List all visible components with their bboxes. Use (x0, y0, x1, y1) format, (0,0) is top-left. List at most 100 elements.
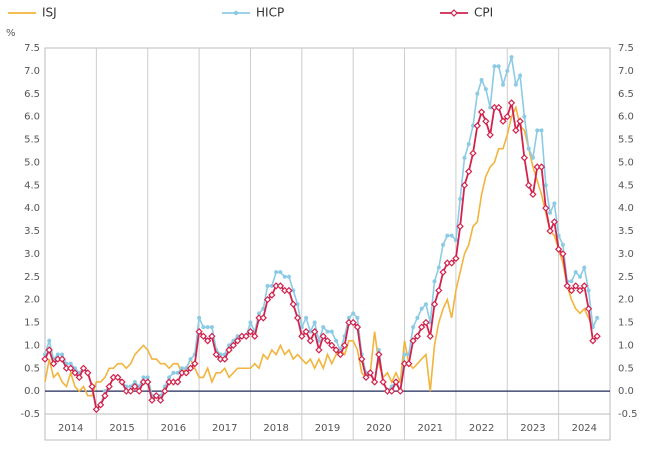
y2-tick-label: 4.0 (618, 203, 634, 214)
cpi-point (435, 286, 443, 295)
hicp-point (479, 78, 484, 83)
cpi-point (131, 382, 139, 391)
hicp-point (552, 201, 557, 206)
y-tick-label: 7.5 (24, 43, 40, 54)
cpi-point (456, 222, 464, 231)
y-tick-label: 1.5 (24, 318, 40, 329)
series-line (44, 102, 598, 412)
hicp-point (548, 210, 553, 215)
cpi-point (542, 204, 550, 212)
cpi-point (212, 350, 220, 359)
cpi-point (482, 117, 490, 125)
cpi-point (49, 360, 58, 368)
cpi-point (126, 387, 135, 395)
hicp-point (128, 384, 133, 389)
cpi-point (422, 318, 430, 327)
y2-tick-label: 2.5 (618, 272, 634, 283)
hicp-point (325, 329, 330, 334)
cpi-point (298, 332, 306, 340)
y-tick-label: 5.0 (24, 157, 40, 168)
plot-frame (44, 47, 611, 441)
hicp-point (132, 379, 137, 384)
cpi-point (486, 131, 494, 139)
cpi-point (409, 337, 417, 345)
hicp-point (462, 155, 467, 160)
hicp-point (282, 274, 287, 279)
cpi-point (546, 227, 554, 235)
cpi-point (92, 405, 101, 414)
hicp-point (526, 146, 531, 151)
hicp-point (68, 361, 73, 366)
cpi-point (101, 392, 109, 400)
hicp-point (304, 315, 309, 320)
y2-tick-label: 1.5 (618, 318, 634, 329)
cpi-point (426, 332, 434, 340)
x-tick-label: 2019 (315, 423, 340, 434)
hicp-point (227, 343, 232, 348)
cpi-point (452, 254, 460, 263)
cpi-point (204, 337, 212, 345)
cpi-point (589, 337, 597, 345)
hicp-point (432, 279, 437, 284)
y-tick-label: 0.5 (24, 363, 40, 374)
hicp-point (295, 302, 300, 307)
x-tick-label: 2020 (366, 423, 391, 434)
legend-label: ISJ (42, 6, 57, 20)
hicp-point (184, 366, 189, 371)
cpi-point (495, 103, 503, 112)
y-tick-label: 2.0 (24, 295, 40, 306)
cpi-point (520, 154, 529, 162)
hicp-point (411, 325, 416, 330)
hicp-point (522, 114, 527, 119)
cpi-point (315, 346, 323, 354)
cpi-point (430, 300, 439, 308)
cpi-point (567, 286, 576, 295)
cpi-point (328, 341, 336, 350)
hicp-point (513, 82, 518, 87)
hicp-point (209, 325, 214, 330)
hicp-point (556, 233, 561, 238)
y-tick-label: 4.0 (24, 203, 40, 214)
hicp-point (167, 375, 172, 380)
hicp-point (47, 338, 52, 343)
cpi-point (563, 282, 571, 290)
cpi-point (96, 401, 105, 409)
hicp-point (445, 233, 450, 238)
cpi-point (75, 373, 83, 382)
cpi-point (358, 355, 366, 363)
hicp-point (231, 338, 236, 343)
hicp-point (595, 315, 600, 320)
cpi-point (276, 282, 285, 290)
cpi-point (473, 122, 481, 130)
cpi-point (268, 291, 276, 299)
hicp-point (458, 196, 463, 201)
hicp-point (535, 128, 540, 133)
y-tick-label: 0.0 (24, 386, 40, 397)
hicp-point (543, 183, 548, 188)
hicp-point (376, 347, 381, 352)
y2-tick-label: 2.0 (618, 295, 634, 306)
series-line (44, 105, 598, 397)
cpi-point (84, 369, 92, 377)
hicp-point (569, 279, 574, 284)
cpi-point (285, 286, 293, 295)
cpi-point (388, 387, 396, 395)
hicp-point (175, 370, 180, 375)
cpi-point (584, 305, 593, 313)
cpi-point (114, 373, 122, 382)
cpi-point (199, 332, 208, 340)
hicp-point (449, 233, 454, 238)
cpi-point (503, 112, 511, 121)
hicp-point (441, 242, 446, 247)
hicp-point (321, 325, 326, 330)
series-line (44, 56, 598, 412)
hicp-point (141, 375, 146, 380)
hicp-point (530, 155, 535, 160)
cpi-point (572, 282, 580, 290)
cpi-point (512, 126, 520, 134)
cpi-point (439, 268, 447, 276)
cpi-point (362, 373, 370, 382)
hicp-point (475, 91, 480, 96)
hicp-point (286, 274, 291, 279)
